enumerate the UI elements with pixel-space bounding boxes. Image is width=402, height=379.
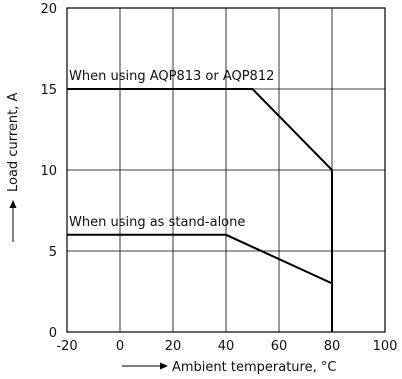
y-tick-label: 10: [40, 164, 57, 179]
y-axis-label: Load current, A: [6, 93, 21, 192]
series-label-standalone: When using as stand-alone: [69, 215, 245, 230]
series-line-1: [67, 233, 333, 332]
series-line-0: [67, 88, 333, 332]
x-tick-label: 20: [165, 339, 182, 354]
x-tick-label: 60: [271, 339, 288, 354]
y-tick-label: 20: [40, 2, 57, 17]
x-axis-title-group: Ambient temperature, °C: [122, 360, 336, 375]
y-tick-label: 0: [49, 326, 57, 341]
y-axis-title-group: Load current, A: [6, 93, 21, 242]
y-axis-arrow-head: [9, 200, 17, 208]
x-tick-label: 40: [218, 339, 235, 354]
plot-frame: [66, 7, 386, 333]
series-group: [67, 88, 333, 332]
x-tick-label: 0: [116, 339, 124, 354]
y-tick-label: 15: [40, 83, 57, 98]
x-tick-label: 80: [324, 339, 341, 354]
y-tick-label: 5: [49, 245, 57, 260]
x-axis-label: Ambient temperature, °C: [172, 360, 336, 375]
grid-lines: [67, 8, 385, 332]
x-axis-arrow-head: [160, 362, 168, 370]
series-label-aqp: When using AQP813 or AQP812: [69, 69, 274, 84]
x-tick-label: -20: [56, 339, 77, 354]
x-tick-label: 100: [373, 339, 398, 354]
